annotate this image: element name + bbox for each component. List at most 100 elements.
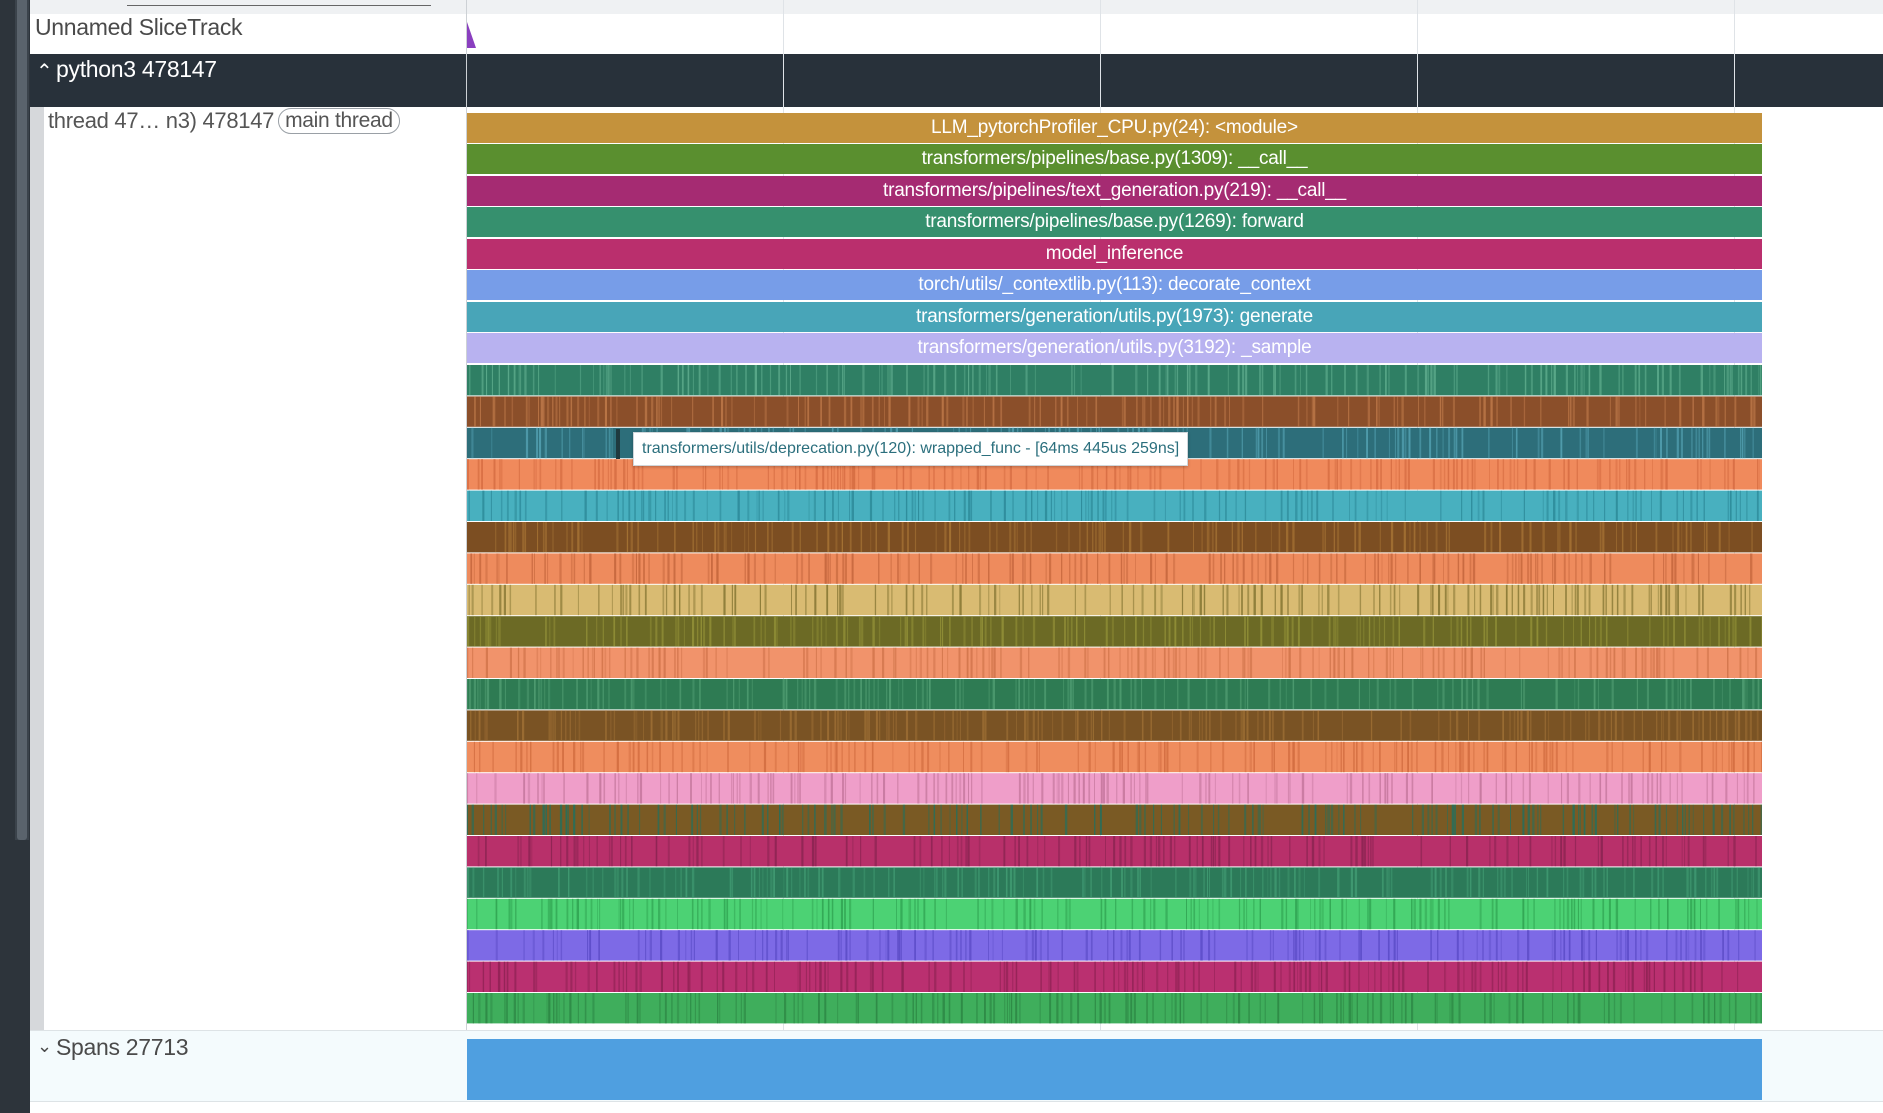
- slice-stripe[interactable]: [1061, 553, 1063, 584]
- slice-stripe[interactable]: [1242, 396, 1245, 427]
- slice-stripe[interactable]: [1241, 427, 1243, 459]
- slice-stripe[interactable]: [878, 396, 880, 427]
- slice-stripe[interactable]: [1367, 836, 1369, 867]
- slice-stripe[interactable]: [896, 459, 898, 490]
- slice-stripe[interactable]: [1456, 930, 1459, 961]
- slice-stripe[interactable]: [661, 616, 664, 647]
- slice-stripe[interactable]: [744, 804, 746, 835]
- slice-stripe[interactable]: [584, 993, 587, 1024]
- slice-stripe[interactable]: [660, 930, 663, 961]
- slice-stripe[interactable]: [763, 553, 766, 584]
- slice-stripe[interactable]: [1493, 993, 1495, 1024]
- slice-stripe[interactable]: [1411, 773, 1414, 804]
- slice-stripe[interactable]: [1470, 647, 1473, 678]
- slice-stripe[interactable]: [513, 993, 516, 1024]
- slice-stripe[interactable]: [1525, 961, 1528, 992]
- slice-stripe[interactable]: [1076, 710, 1079, 741]
- slice-stripe[interactable]: [1221, 867, 1224, 898]
- slice-stripe[interactable]: [1404, 427, 1407, 459]
- slice-stripe[interactable]: [1104, 898, 1107, 930]
- slice-stripe[interactable]: [1584, 584, 1587, 616]
- slice-stripe[interactable]: [1192, 584, 1194, 616]
- slice-stripe[interactable]: [949, 616, 951, 647]
- slice-stripe[interactable]: [1578, 773, 1581, 804]
- slice-stripe[interactable]: [538, 679, 540, 710]
- slice-stripe[interactable]: [1295, 898, 1298, 930]
- slice-stripe[interactable]: [978, 365, 981, 396]
- slice-stripe[interactable]: [794, 773, 796, 804]
- slice-stripe[interactable]: [1386, 867, 1388, 898]
- slice-stripe[interactable]: [898, 490, 900, 521]
- slice-stripe[interactable]: [1529, 836, 1532, 867]
- slice-stripe[interactable]: [926, 647, 929, 678]
- slice-stripe[interactable]: [1107, 930, 1109, 961]
- slice-stripe[interactable]: [1234, 961, 1237, 992]
- slice-stripe[interactable]: [937, 993, 939, 1024]
- slice-stripe[interactable]: [1251, 930, 1254, 961]
- slice-stripe[interactable]: [873, 679, 875, 710]
- slice-stripe[interactable]: [714, 522, 717, 553]
- slice-stripe[interactable]: [1135, 553, 1136, 584]
- slice-stripe[interactable]: [784, 490, 786, 521]
- slice-stripe[interactable]: [885, 930, 887, 961]
- slice-stripe[interactable]: [1749, 710, 1752, 741]
- slice-stripe[interactable]: [1690, 490, 1693, 521]
- slice-stripe[interactable]: [542, 930, 545, 961]
- slice-stripe[interactable]: [877, 679, 879, 710]
- slice-stripe[interactable]: [716, 553, 719, 584]
- slice-stripe[interactable]: [1541, 553, 1543, 584]
- slice-stripe[interactable]: [1195, 867, 1197, 898]
- slice-stripe[interactable]: [510, 898, 513, 930]
- slice-stripe[interactable]: [1018, 836, 1020, 867]
- slice-stripe[interactable]: [914, 490, 916, 521]
- slice-stripe[interactable]: [1677, 679, 1679, 710]
- slice-stripe[interactable]: [1645, 930, 1649, 961]
- slice-stripe[interactable]: [1318, 647, 1320, 678]
- slice-stripe[interactable]: [1651, 867, 1654, 898]
- slice-stripe[interactable]: [1471, 459, 1474, 490]
- slice-stripe[interactable]: [927, 365, 930, 396]
- slice-stripe[interactable]: [1209, 616, 1211, 647]
- slice-stripe[interactable]: [1579, 427, 1582, 459]
- slice-stripe[interactable]: [525, 427, 529, 459]
- slice-stripe[interactable]: [727, 710, 730, 741]
- slice-stripe[interactable]: [1379, 365, 1381, 396]
- slice-stripe[interactable]: [1218, 490, 1221, 521]
- slice-stripe[interactable]: [1760, 804, 1762, 835]
- slice-stripe[interactable]: [566, 522, 568, 553]
- slice-stripe[interactable]: [1655, 836, 1657, 867]
- slice-stripe[interactable]: [871, 396, 874, 427]
- slice-stripe[interactable]: [1110, 867, 1112, 898]
- slice-stripe[interactable]: [875, 522, 878, 553]
- slice-stripe[interactable]: [1712, 804, 1715, 835]
- slice-stripe[interactable]: [1681, 773, 1683, 804]
- slice-stripe[interactable]: [677, 961, 679, 992]
- slice-stripe[interactable]: [552, 710, 555, 741]
- slice-stripe[interactable]: [734, 584, 737, 616]
- slice-stripe[interactable]: [1724, 616, 1726, 647]
- slice-stripe[interactable]: [1580, 898, 1582, 930]
- slice-stripe[interactable]: [577, 993, 579, 1024]
- slice-stripe[interactable]: [980, 804, 982, 835]
- slice-stripe[interactable]: [1385, 647, 1388, 678]
- slice-stripe[interactable]: [1203, 584, 1206, 616]
- slice-stripe[interactable]: [1630, 773, 1633, 804]
- slice-stripe[interactable]: [1303, 867, 1305, 898]
- slice-stripe[interactable]: [693, 930, 695, 961]
- slice-stripe[interactable]: [1443, 459, 1446, 490]
- slice-stripe[interactable]: [582, 427, 583, 459]
- slice-stripe[interactable]: [1165, 898, 1168, 930]
- slice-stripe[interactable]: [626, 459, 628, 490]
- slice-stripe[interactable]: [1462, 930, 1465, 961]
- slice-stripe[interactable]: [1621, 522, 1624, 553]
- slice-stripe[interactable]: [628, 490, 631, 521]
- slice-stripe[interactable]: [1635, 522, 1637, 553]
- slice-stripe[interactable]: [1016, 710, 1017, 741]
- slice-stripe[interactable]: [1295, 930, 1298, 961]
- slice-stripe[interactable]: [469, 365, 471, 396]
- slice-stripe[interactable]: [474, 616, 476, 647]
- slice-stripe[interactable]: [485, 993, 488, 1024]
- slice-stripe[interactable]: [1551, 365, 1553, 396]
- slice-stripe[interactable]: [1721, 961, 1723, 992]
- slice-stripe[interactable]: [549, 616, 551, 647]
